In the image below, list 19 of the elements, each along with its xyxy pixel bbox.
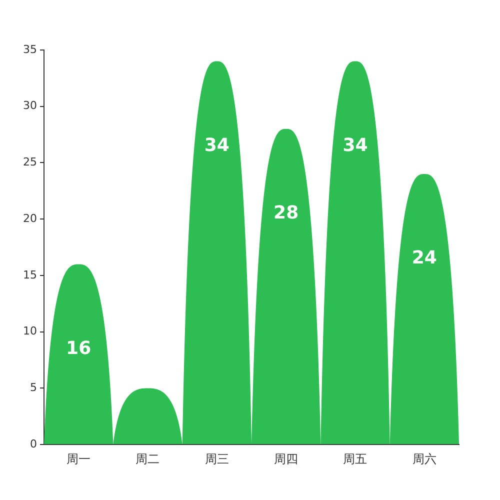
x-tick-label: 周五 [343, 452, 368, 466]
y-tick-label: 25 [22, 156, 37, 169]
y-tick-label: 15 [22, 268, 37, 282]
x-tick-label: 周二 [136, 452, 160, 466]
y-tick-label: 35 [22, 42, 37, 56]
data-label: 34 [204, 134, 230, 156]
x-tick-label: 周一 [66, 452, 91, 466]
data-label: 16 [66, 338, 92, 359]
data-label: 28 [274, 202, 299, 224]
y-tick-label: 0 [30, 437, 37, 450]
y-tick-label: 30 [22, 99, 37, 112]
data-label: 34 [342, 134, 368, 156]
x-tick-label: 周四 [274, 452, 298, 466]
y-tick-label: 5 [30, 381, 37, 394]
y-tick-label: 10 [22, 324, 37, 338]
x-tick-label: 周六 [412, 452, 436, 466]
data-label: 24 [412, 248, 437, 269]
y-tick-label: 20 [22, 212, 37, 225]
x-tick-label: 周三 [204, 452, 229, 466]
